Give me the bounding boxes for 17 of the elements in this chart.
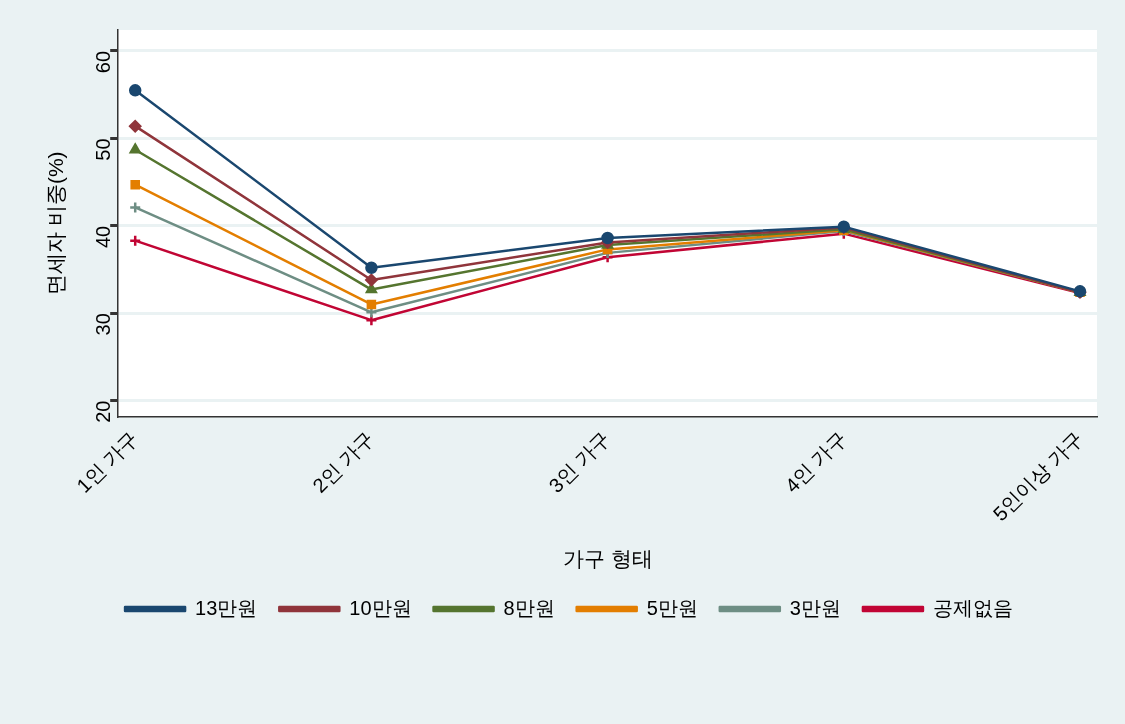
y-axis-title: 면세자 비중(%) [44, 151, 68, 295]
legend-label: 10만원 [349, 596, 412, 619]
y-tick-label: 60 [91, 50, 114, 74]
x-tick-label: 3인 가구 [544, 426, 615, 497]
legend-label: 8만원 [503, 596, 555, 619]
y-tick-label: 30 [91, 313, 114, 336]
y-tick-label: 40 [91, 225, 114, 249]
legend-label: 3만원 [789, 596, 841, 619]
legend-label: 5만원 [646, 596, 698, 619]
x-tick-label: 2인 가구 [308, 426, 379, 497]
y-tick-label: 20 [91, 400, 114, 423]
x-axis-title: 가구 형태 [562, 547, 653, 571]
x-tick-label: 1인 가구 [72, 426, 142, 497]
y-tick-label: 50 [91, 138, 114, 161]
legend-label: 공제없음 [932, 596, 1013, 619]
legend-label: 13만원 [195, 596, 258, 619]
x-tick-label: 4인 가구 [780, 426, 851, 497]
